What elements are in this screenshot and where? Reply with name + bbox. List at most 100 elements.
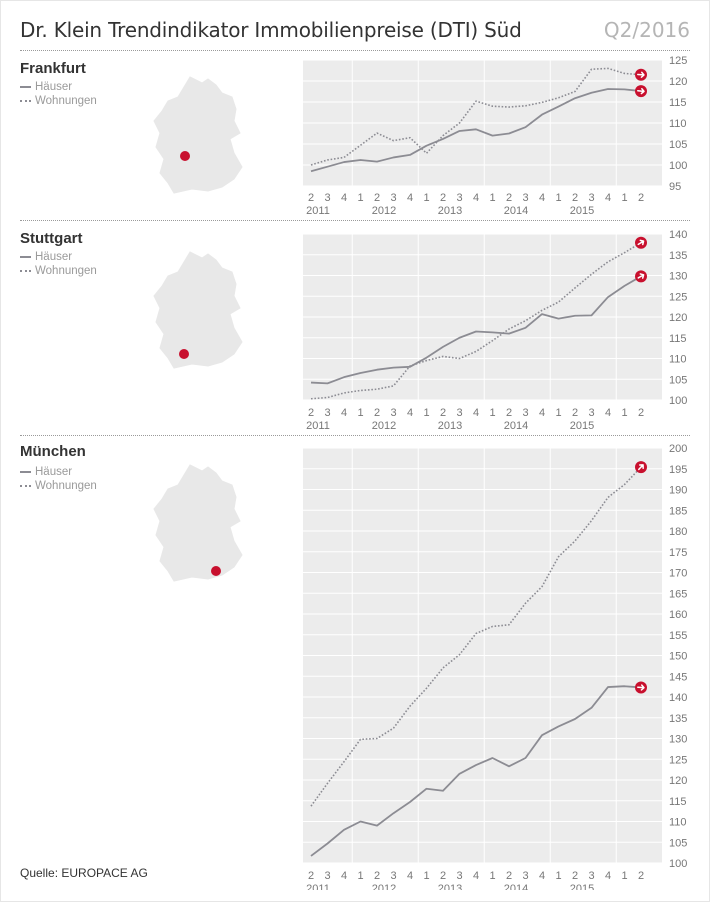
x-tick-label: 2 xyxy=(308,407,314,419)
series-line-haeuser xyxy=(310,685,642,857)
legend-item-houses: Häuser xyxy=(20,465,97,479)
arrow-path xyxy=(637,71,645,78)
divider xyxy=(20,50,690,51)
year-label: 2015 xyxy=(570,420,594,432)
solid-line-swatch-icon xyxy=(20,256,31,258)
y-tick-label: 180 xyxy=(669,526,687,538)
x-tick-label: 2 xyxy=(440,870,446,882)
y-tick-label: 130 xyxy=(669,734,687,746)
x-tick-label: 4 xyxy=(341,407,347,419)
y-tick-label: 135 xyxy=(669,713,687,725)
x-tick-label: 2 xyxy=(572,870,578,882)
year-label: 2011 xyxy=(306,205,330,217)
x-tick-label: 2 xyxy=(638,192,644,204)
y-tick-label: 150 xyxy=(669,651,687,663)
x-tick-label: 2 xyxy=(374,192,380,204)
arrow-path xyxy=(637,684,645,691)
y-tick-label: 160 xyxy=(669,609,687,621)
year-label: 2014 xyxy=(504,883,528,890)
x-tick-label: 2 xyxy=(572,192,578,204)
divider xyxy=(20,435,690,436)
arrow-circle-icon xyxy=(635,461,647,474)
source-note: Quelle: EUROPACE AG xyxy=(20,866,148,880)
legend-item-flats: Wohnungen xyxy=(20,94,97,108)
x-tick-label: 4 xyxy=(473,870,479,882)
x-tick-label: 1 xyxy=(423,870,429,882)
x-tick-label: 2 xyxy=(506,407,512,419)
x-tick-label: 1 xyxy=(555,870,561,882)
chart-muenchen: 100 105 110 115 120 125 130 135 140 145 150 155 160 1… xyxy=(303,443,687,890)
legend: Häuser Wohnungen xyxy=(20,250,97,278)
y-tick-label: 130 xyxy=(669,271,687,283)
y-tick-label: 115 xyxy=(669,796,687,808)
x-tick-label: 1 xyxy=(423,407,429,419)
year-label: 2011 xyxy=(306,420,330,432)
x-tick-label: 1 xyxy=(621,870,627,882)
series-line-haeuser xyxy=(310,88,642,173)
x-tick-label: 4 xyxy=(473,192,479,204)
x-tick-label: 4 xyxy=(341,192,347,204)
x-tick-label: 4 xyxy=(605,870,611,882)
location-dot xyxy=(180,151,190,161)
legend-item-flats: Wohnungen xyxy=(20,479,97,493)
y-tick-label: 120 xyxy=(669,312,687,324)
x-tick-label: 3 xyxy=(588,407,594,419)
germany-map-icon xyxy=(153,76,243,194)
y-tick-label: 155 xyxy=(669,630,687,642)
quarter-label: Q2/2016 xyxy=(603,18,690,42)
y-tick-label: 115 xyxy=(669,333,687,345)
city-title: Stuttgart xyxy=(20,230,83,247)
x-tick-label: 3 xyxy=(588,192,594,204)
panel-frankfurt: Frankfurt Häuser Wohnungen 95 100 105 110 11… xyxy=(0,50,710,220)
y-tick-label: 100 xyxy=(669,395,687,407)
arrow-glyph xyxy=(637,273,645,279)
year-label: 2014 xyxy=(504,205,528,217)
dotted-line-swatch-icon xyxy=(20,100,31,102)
x-tick-label: 1 xyxy=(423,192,429,204)
legend-label-flats: Wohnungen xyxy=(35,480,97,492)
y-tick-label: 145 xyxy=(669,671,687,683)
x-tick-label: 3 xyxy=(324,192,330,204)
arrow-glyph xyxy=(637,88,645,95)
x-tick-label: 3 xyxy=(456,407,462,419)
x-tick-label: 1 xyxy=(357,407,363,419)
x-tick-label: 4 xyxy=(407,192,413,204)
germany-map-icon xyxy=(153,464,243,582)
y-tick-label: 170 xyxy=(669,568,687,580)
year-label: 2015 xyxy=(570,883,594,890)
y-tick-label: 140 xyxy=(669,229,687,241)
x-tick-label: 3 xyxy=(390,870,396,882)
arrow-path xyxy=(637,239,645,246)
series-line-wohnungen xyxy=(310,466,642,807)
x-tick-label: 3 xyxy=(324,870,330,882)
x-tick-label: 3 xyxy=(456,870,462,882)
y-tick-label: 200 xyxy=(669,443,687,455)
germany-shape xyxy=(153,251,243,369)
legend-item-houses: Häuser xyxy=(20,80,97,94)
year-label: 2013 xyxy=(438,205,462,217)
legend-label-houses: Häuser xyxy=(35,81,73,93)
legend-item-houses: Häuser xyxy=(20,250,97,264)
y-tick-label: 195 xyxy=(669,464,687,476)
solid-line-swatch-icon xyxy=(20,86,31,88)
x-tick-label: 4 xyxy=(407,870,413,882)
x-tick-label: 3 xyxy=(324,407,330,419)
y-tick-label: 120 xyxy=(669,775,687,787)
germany-shape xyxy=(153,464,243,582)
y-tick-label: 125 xyxy=(669,754,687,766)
y-tick-label: 185 xyxy=(669,505,687,517)
x-tick-label: 4 xyxy=(407,407,413,419)
arrow-circle-icon xyxy=(635,270,647,283)
x-tick-label: 1 xyxy=(621,192,627,204)
x-tick-label: 2 xyxy=(308,870,314,882)
x-tick-label: 2 xyxy=(308,192,314,204)
year-label: 2013 xyxy=(438,883,462,890)
arrow-circle-icon xyxy=(635,85,647,98)
x-tick-label: 1 xyxy=(555,407,561,419)
y-tick-label: 100 xyxy=(669,858,687,870)
panel-muenchen: München Häuser Wohnungen 100 105 110 115 120… xyxy=(0,435,710,890)
legend-label-flats: Wohnungen xyxy=(35,265,97,277)
germany-shape xyxy=(153,76,243,194)
arrow-circle-icon xyxy=(635,68,647,81)
